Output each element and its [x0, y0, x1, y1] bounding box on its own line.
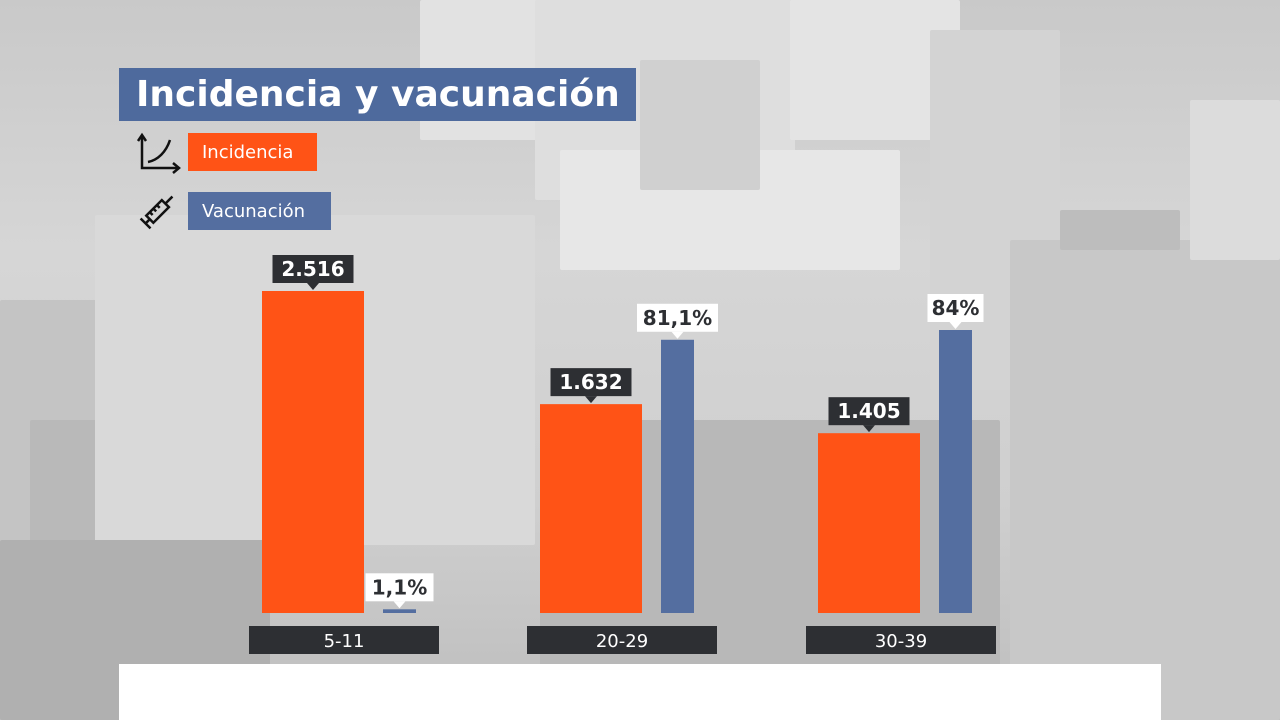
- category-label-30-39: 30-39: [806, 626, 996, 654]
- category-label-5-11: 5-11: [249, 626, 439, 654]
- label-vacunacion-5-11-text: 1,1%: [372, 575, 427, 599]
- bar-vacunacion-30-39: [939, 330, 972, 613]
- label-incidencia-30-39: 1.405: [828, 397, 910, 433]
- bar-incidencia-30-39: [818, 433, 920, 613]
- curve-chart-icon: [136, 132, 181, 174]
- legend-incidencia-label: Incidencia: [202, 141, 294, 163]
- label-incidencia-5-11-text: 2.516: [281, 257, 344, 281]
- legend-vacunacion-label: Vacunación: [202, 200, 306, 222]
- category-label-text: 30-39: [875, 631, 927, 652]
- label-incidencia-5-11: 2.516: [272, 255, 354, 290]
- label-vacunacion-30-39-text: 84%: [932, 296, 980, 320]
- label-incidencia-20-29: 1.632: [550, 368, 632, 404]
- bar-incidencia-20-29: [540, 404, 642, 613]
- label-incidencia-30-39-text: 1.405: [837, 399, 900, 423]
- legend-incidencia: Incidencia: [188, 133, 317, 171]
- bar-incidencia-5-11: [262, 291, 364, 613]
- legend-vacunacion: Vacunación: [188, 192, 331, 230]
- chart-title: Incidencia y vacunación: [119, 68, 636, 121]
- label-vacunacion-30-39: 84%: [927, 294, 984, 329]
- category-label-text: 5-11: [324, 631, 365, 652]
- category-label-20-29: 20-29: [527, 626, 717, 654]
- label-incidencia-20-29-text: 1.632: [559, 370, 622, 394]
- category-label-text: 20-29: [596, 631, 648, 652]
- bar-vacunacion-20-29: [661, 339, 694, 613]
- label-vacunacion-20-29: 81,1%: [637, 303, 718, 339]
- lower-white-panel: [119, 664, 1161, 720]
- bar-vacunacion-5-11: [383, 609, 416, 613]
- syringe-icon: [139, 195, 174, 230]
- label-vacunacion-5-11: 1,1%: [365, 573, 434, 609]
- label-vacunacion-20-29-text: 81,1%: [643, 306, 712, 330]
